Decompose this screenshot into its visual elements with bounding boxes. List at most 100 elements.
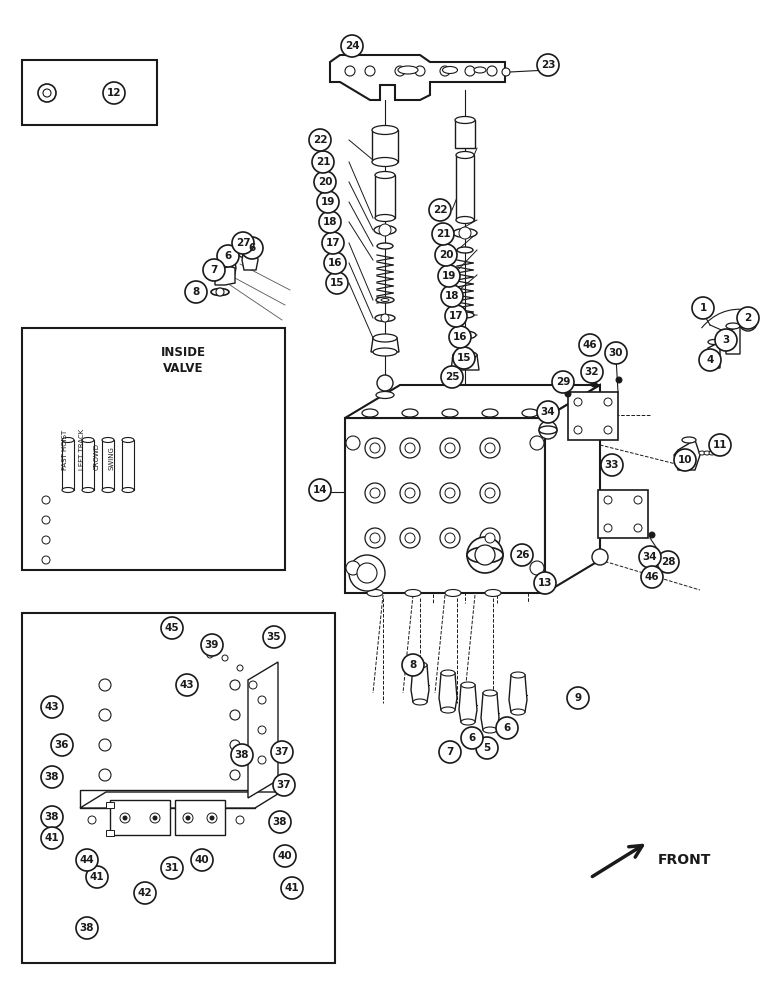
Circle shape [191,849,213,871]
Circle shape [230,710,240,720]
Ellipse shape [381,298,389,302]
Circle shape [249,681,257,689]
Circle shape [405,488,415,498]
Circle shape [43,89,51,97]
Polygon shape [451,355,479,370]
Bar [22,328,285,570]
Ellipse shape [398,66,418,74]
Polygon shape [726,326,740,354]
Circle shape [405,533,415,543]
Circle shape [207,652,213,658]
Polygon shape [371,338,399,352]
Circle shape [271,741,293,763]
Text: 23: 23 [540,60,555,70]
Circle shape [511,544,533,566]
Circle shape [395,66,405,76]
Text: 30: 30 [609,348,623,358]
Circle shape [99,679,111,691]
Ellipse shape [367,589,383,596]
Circle shape [86,866,108,888]
Circle shape [604,524,612,532]
Circle shape [737,307,759,329]
Circle shape [445,443,455,453]
Circle shape [241,237,263,259]
Circle shape [258,726,266,734]
Circle shape [581,361,603,383]
Ellipse shape [453,351,477,359]
Polygon shape [248,662,278,798]
Circle shape [201,634,223,656]
Ellipse shape [442,66,458,74]
Circle shape [480,483,500,503]
Circle shape [574,398,582,406]
Polygon shape [330,55,505,100]
Ellipse shape [373,348,397,356]
Circle shape [317,191,339,213]
Circle shape [634,496,642,504]
Circle shape [76,917,98,939]
Circle shape [134,882,156,904]
Circle shape [365,483,385,503]
Ellipse shape [82,488,94,492]
Circle shape [349,555,385,591]
Circle shape [346,436,360,450]
Bar [106,830,114,836]
Circle shape [485,488,495,498]
Circle shape [103,82,125,104]
Ellipse shape [483,727,497,733]
Text: 2: 2 [744,313,752,323]
Circle shape [692,297,714,319]
Text: INSIDE: INSIDE [161,347,205,360]
Circle shape [432,223,454,245]
Polygon shape [215,265,235,285]
Circle shape [709,434,731,456]
Text: FAST HOIST: FAST HOIST [62,430,68,470]
Text: 28: 28 [661,557,676,567]
Circle shape [120,813,130,823]
Ellipse shape [375,215,395,222]
Polygon shape [190,476,212,555]
Circle shape [230,680,240,690]
Ellipse shape [413,699,427,705]
Circle shape [537,54,559,76]
Text: 13: 13 [538,578,552,588]
Circle shape [485,443,495,453]
Text: 24: 24 [344,41,359,51]
Ellipse shape [377,243,393,249]
Circle shape [445,305,467,327]
Text: 35: 35 [267,632,281,642]
Text: 5: 5 [483,743,491,753]
Ellipse shape [62,488,74,492]
Circle shape [38,84,56,102]
Ellipse shape [220,262,230,267]
Text: 27: 27 [235,238,250,248]
Circle shape [496,717,518,739]
Ellipse shape [374,226,396,234]
Circle shape [605,342,627,364]
Circle shape [99,709,111,721]
Text: 7: 7 [446,747,454,757]
Text: 17: 17 [449,311,463,321]
Circle shape [440,483,460,503]
Circle shape [502,68,510,76]
Circle shape [41,827,63,849]
Circle shape [459,227,471,239]
Polygon shape [509,675,527,712]
Polygon shape [242,248,258,270]
Polygon shape [375,175,395,218]
Ellipse shape [372,157,398,166]
Circle shape [604,426,612,434]
Text: 22: 22 [313,135,327,145]
Ellipse shape [726,323,740,329]
Text: 8: 8 [409,660,417,670]
Text: 6: 6 [249,243,256,253]
Text: CROWD: CROWD [94,443,100,470]
Circle shape [604,398,612,406]
Text: 19: 19 [442,271,456,281]
Circle shape [365,66,375,76]
Text: 1: 1 [699,303,706,313]
Text: 11: 11 [713,440,727,450]
Circle shape [42,536,50,544]
Ellipse shape [739,317,757,327]
Text: 40: 40 [278,851,293,861]
